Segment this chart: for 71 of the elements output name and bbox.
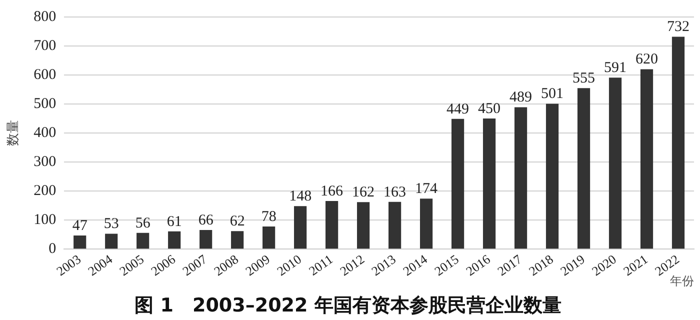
- x-tick-label: 2017: [494, 251, 525, 279]
- x-tick-label: 2011: [306, 251, 336, 278]
- x-tick-label: 2019: [558, 251, 588, 279]
- x-tick-label: 2009: [242, 251, 272, 279]
- x-tick-label: 2014: [400, 251, 430, 279]
- data-label: 163: [384, 184, 406, 200]
- data-label: 166: [320, 183, 344, 200]
- bar: [546, 104, 559, 249]
- data-label: 61: [166, 214, 182, 230]
- data-label: 449: [446, 101, 470, 118]
- y-tick-label: 600: [34, 66, 56, 83]
- y-tick-label: 100: [34, 212, 56, 228]
- x-tick-label: 2013: [368, 251, 398, 279]
- bar: [262, 226, 276, 249]
- bar: [451, 118, 464, 249]
- x-tick-label: 2016: [463, 251, 494, 279]
- bar: [168, 231, 181, 249]
- bar: [672, 36, 685, 249]
- data-label: 62: [230, 214, 245, 230]
- data-label: 501: [541, 86, 564, 102]
- data-label: 620: [636, 52, 658, 68]
- y-tick-label: 200: [34, 183, 56, 200]
- x-tick-label: 2015: [432, 251, 462, 279]
- data-label: 555: [572, 70, 596, 87]
- y-tick-label: 400: [34, 124, 56, 141]
- bar: [200, 230, 212, 249]
- data-label: 148: [289, 188, 312, 205]
- data-label: 732: [667, 19, 690, 36]
- y-tick-label: 800: [34, 8, 56, 25]
- data-label: 66: [198, 212, 214, 228]
- data-label: 450: [478, 100, 501, 117]
- bar: [294, 206, 307, 249]
- data-label: 489: [510, 90, 532, 106]
- data-label: 78: [261, 208, 276, 225]
- x-axis-title: 年份: [670, 274, 694, 288]
- bar: [608, 78, 622, 249]
- x-tick-label: 2008: [211, 251, 242, 279]
- data-label: 162: [352, 184, 375, 201]
- y-tick-label: 300: [34, 154, 56, 170]
- bar: [482, 118, 496, 249]
- bar: [231, 231, 244, 249]
- bar: [357, 202, 370, 249]
- x-tick-label: 2020: [589, 251, 619, 279]
- x-tick-label: 2004: [85, 251, 116, 279]
- x-tick-label: 2006: [148, 251, 178, 279]
- text: 图 1 2003–2022 年国有资本参股民营企业数量: [134, 294, 562, 317]
- data-label: 591: [604, 60, 627, 76]
- bar: [326, 200, 338, 249]
- y-tick-label: 700: [34, 38, 56, 54]
- data-label: 47: [72, 218, 88, 234]
- bar: [420, 198, 433, 249]
- y-tick-label: 500: [34, 96, 56, 112]
- data-label: 174: [415, 181, 438, 198]
- data-label: 53: [104, 216, 119, 232]
- x-tick-label: 2007: [180, 251, 210, 279]
- x-tick-label: 2005: [116, 251, 147, 279]
- x-tick-label: 2018: [526, 251, 556, 279]
- x-tick-label: 2003: [54, 251, 84, 279]
- x-tick-label: 2021: [620, 251, 650, 279]
- bar: [105, 234, 118, 249]
- data-label: 56: [135, 215, 151, 232]
- bar: [136, 232, 150, 249]
- bar: [74, 235, 86, 249]
- x-tick-label: 2010: [274, 251, 304, 279]
- bar: [577, 88, 590, 249]
- y-axis-title: 数量: [6, 120, 22, 146]
- x-tick-label: 2012: [337, 251, 367, 279]
- bar: [640, 69, 654, 249]
- y-tick-label: 0: [48, 241, 56, 258]
- bar: [514, 107, 528, 249]
- bar: [388, 202, 402, 249]
